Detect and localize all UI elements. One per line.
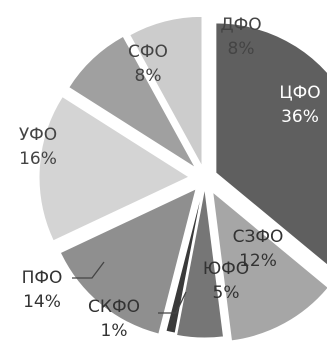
- slice-label: ПФО 14%: [22, 268, 63, 312]
- pie-slice: [215, 22, 327, 266]
- pie-slice: [175, 187, 225, 339]
- pie-slice: [129, 15, 203, 167]
- slice-label: СКФО 1%: [88, 297, 140, 341]
- pie-slice: [59, 187, 197, 335]
- leader-line: [72, 261, 105, 279]
- slice-label-name: СФО: [128, 42, 168, 62]
- slice-label-percent: 16%: [19, 149, 57, 169]
- slice-label-percent: 8%: [135, 66, 162, 86]
- slice-label: СФО 8%: [128, 42, 168, 86]
- slice-label: ЦФО 36%: [279, 83, 320, 127]
- slice-label-name: ЮФО: [203, 259, 249, 279]
- leader-lines: [72, 261, 187, 314]
- slice-label-name: ДФО: [220, 15, 261, 35]
- pie-slice: [212, 190, 327, 342]
- slice-label-name: ПФО: [22, 268, 63, 288]
- slice-label: ДФО 8%: [220, 15, 261, 59]
- slice-label-percent: 8%: [228, 39, 255, 59]
- slice-label: СЗФО 12%: [233, 227, 284, 271]
- leader-line: [158, 291, 187, 314]
- slice-label-name: СКФО: [88, 297, 140, 317]
- slice-label: УФО 16%: [19, 125, 57, 169]
- slices-layer: [38, 15, 327, 342]
- pie-slice: [38, 95, 191, 242]
- pie-slice: [68, 35, 196, 169]
- slice-labels: ЦФО 36% СЗФО 12%ЮФО 5% СКФО 1% ПФО 14% УФО 16% СФО 8…: [19, 15, 321, 341]
- pie-slice: [165, 185, 204, 334]
- slice-label-percent: 36%: [281, 107, 319, 127]
- slice-label-percent: 14%: [23, 292, 61, 312]
- slice-label-percent: 5%: [213, 283, 240, 303]
- slice-label-name: СЗФО: [233, 227, 284, 247]
- slice-label-name: ЦФО: [279, 83, 320, 103]
- slice-label-percent: 1%: [101, 321, 128, 341]
- slice-label-name: УФО: [19, 125, 57, 145]
- slice-label: ЮФО 5%: [203, 259, 249, 303]
- slice-label-percent: 12%: [239, 251, 277, 271]
